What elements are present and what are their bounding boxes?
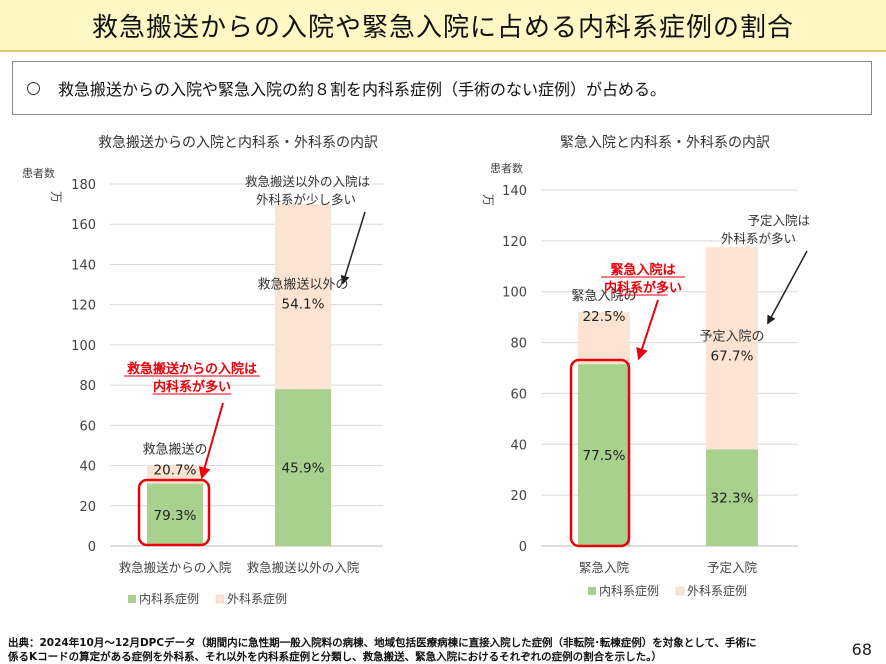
x-tick-label: 救急搬送からの入院: [119, 560, 232, 575]
chart-kyukyu-hanso: 救急搬送からの入院と内科系・外科系の内訳 患者数 万 0 20 40 60 80 100 1…: [22, 135, 383, 606]
note-annotation-line2: 外科系が少し多い: [256, 192, 356, 207]
summary-box: 救急搬送からの入院や緊急入院の約８割を内科系症例（手術のない症例）が占める。: [12, 61, 872, 115]
page-title: 救急搬送からの入院や緊急入院に占める内科系症例の割合: [91, 12, 794, 43]
y-tick-label: 20: [79, 500, 96, 515]
legend-label-naika: 内科系症例: [139, 591, 199, 606]
title-bar: 救急搬送からの入院や緊急入院に占める内科系症例の割合: [0, 0, 886, 52]
note-arrow: [340, 211, 366, 285]
y-axis-unit: 万: [49, 191, 63, 203]
y-tick-label: 120: [502, 235, 527, 250]
highlight-annotation-line2: 内科系が多い: [604, 280, 682, 296]
highlight-annotation-line1: 緊急入院は: [610, 262, 675, 278]
y-tick-label: 40: [79, 460, 96, 475]
y-tick-label: 0: [88, 540, 96, 555]
y-tick-label: 100: [71, 339, 96, 354]
bar-segment-geka: [706, 247, 758, 450]
y-tick-label: 40: [510, 438, 527, 453]
legend-swatch-naika: [588, 587, 596, 595]
bullet-circle-icon: [27, 81, 40, 95]
y-tick-label: 100: [502, 286, 527, 301]
y-tick-label: 80: [510, 337, 527, 352]
y-tick-label: 20: [510, 489, 527, 504]
y-tick-label: 140: [71, 258, 96, 273]
y-axis-label: 患者数: [490, 162, 523, 175]
legend-swatch-geka: [675, 586, 685, 596]
data-label-caption: 救急搬送以外の: [257, 277, 348, 293]
legend-swatch-geka: [215, 594, 225, 604]
y-tick-label: 180: [71, 178, 96, 193]
note-annotation-line1: 救急搬送以外の入院は: [245, 174, 370, 189]
y-tick-label: 60: [510, 387, 527, 402]
footnote-line-2: 係るKコードの算定がある症例を外科系、それ以外を内科系症例と分類し、救急搬送、緊…: [8, 651, 662, 663]
data-label-geka: 20.7%: [154, 463, 197, 479]
data-label-naika: 79.3%: [154, 508, 197, 524]
y-tick-label: 160: [71, 218, 96, 233]
y-tick-label: 0: [519, 540, 527, 555]
bar-segment-naika: [147, 483, 203, 546]
y-tick-label: 140: [502, 184, 527, 199]
bar-segment-naika: [275, 389, 331, 546]
y-tick-label: 80: [79, 379, 96, 394]
data-label-naika: 32.3%: [711, 491, 754, 507]
chart-title: 緊急入院と内科系・外科系の内訳: [560, 135, 770, 151]
x-tick-label: 予定入院: [707, 560, 758, 575]
data-label-geka: 54.1%: [282, 297, 325, 313]
data-label-naika: 77.5%: [583, 448, 626, 464]
y-axis-unit: 万: [481, 194, 495, 206]
x-tick-label: 緊急入院: [579, 560, 630, 575]
y-axis-label: 患者数: [22, 167, 55, 180]
bar-segment-geka: [578, 312, 630, 365]
bar-segment-naika: [578, 364, 630, 546]
data-label-geka: 22.5%: [583, 309, 626, 325]
note-annotation-line2: 外科系が多い: [721, 231, 796, 246]
highlight-annotation-line2: 内科系が多い: [153, 379, 231, 395]
page-number: 68: [851, 640, 872, 659]
highlight-arrow: [198, 402, 224, 480]
highlight-box: [137, 478, 211, 547]
y-tick-label: 120: [71, 299, 96, 314]
data-label-caption: 救急搬送の: [142, 442, 207, 458]
bar-segment-naika: [706, 449, 758, 546]
data-label-caption: 緊急入院の: [571, 289, 636, 304]
data-label-caption: 予定入院の: [699, 329, 764, 344]
x-tick-label: 救急搬送以外の入院: [247, 560, 360, 575]
y-tick-label: 60: [79, 419, 96, 434]
highlight-arrow: [636, 299, 659, 361]
note-annotation-line1: 予定入院は: [747, 213, 810, 228]
legend-swatch-naika: [128, 595, 136, 603]
summary-text: 救急搬送からの入院や緊急入院の約８割を内科系症例（手術のない症例）が占める。: [58, 80, 667, 99]
legend-label-geka: 外科系症例: [687, 583, 747, 598]
highlight-annotation-line1: 救急搬送からの入院は: [127, 361, 257, 377]
chart-kinkyu-nyuin: 緊急入院と内科系・外科系の内訳 患者数 万 0 20 40 60 80 100 120 140…: [481, 135, 810, 598]
legend-label-geka: 外科系症例: [227, 591, 287, 606]
bar-segment-geka: [275, 204, 331, 390]
legend-label-naika: 内科系症例: [599, 583, 659, 598]
chart-title: 救急搬送からの入院と内科系・外科系の内訳: [98, 135, 378, 151]
highlight-box: [569, 358, 631, 548]
note-arrow: [767, 250, 808, 325]
data-label-naika: 45.9%: [282, 461, 325, 477]
source-footnote: 出典：2024年10月～12月DPCデータ（期間内に急性期一般入院料の病棟、地域…: [8, 636, 828, 664]
footnote-line-1: 出典：2024年10月～12月DPCデータ（期間内に急性期一般入院料の病棟、地域…: [8, 637, 757, 649]
data-label-geka: 67.7%: [711, 348, 754, 364]
